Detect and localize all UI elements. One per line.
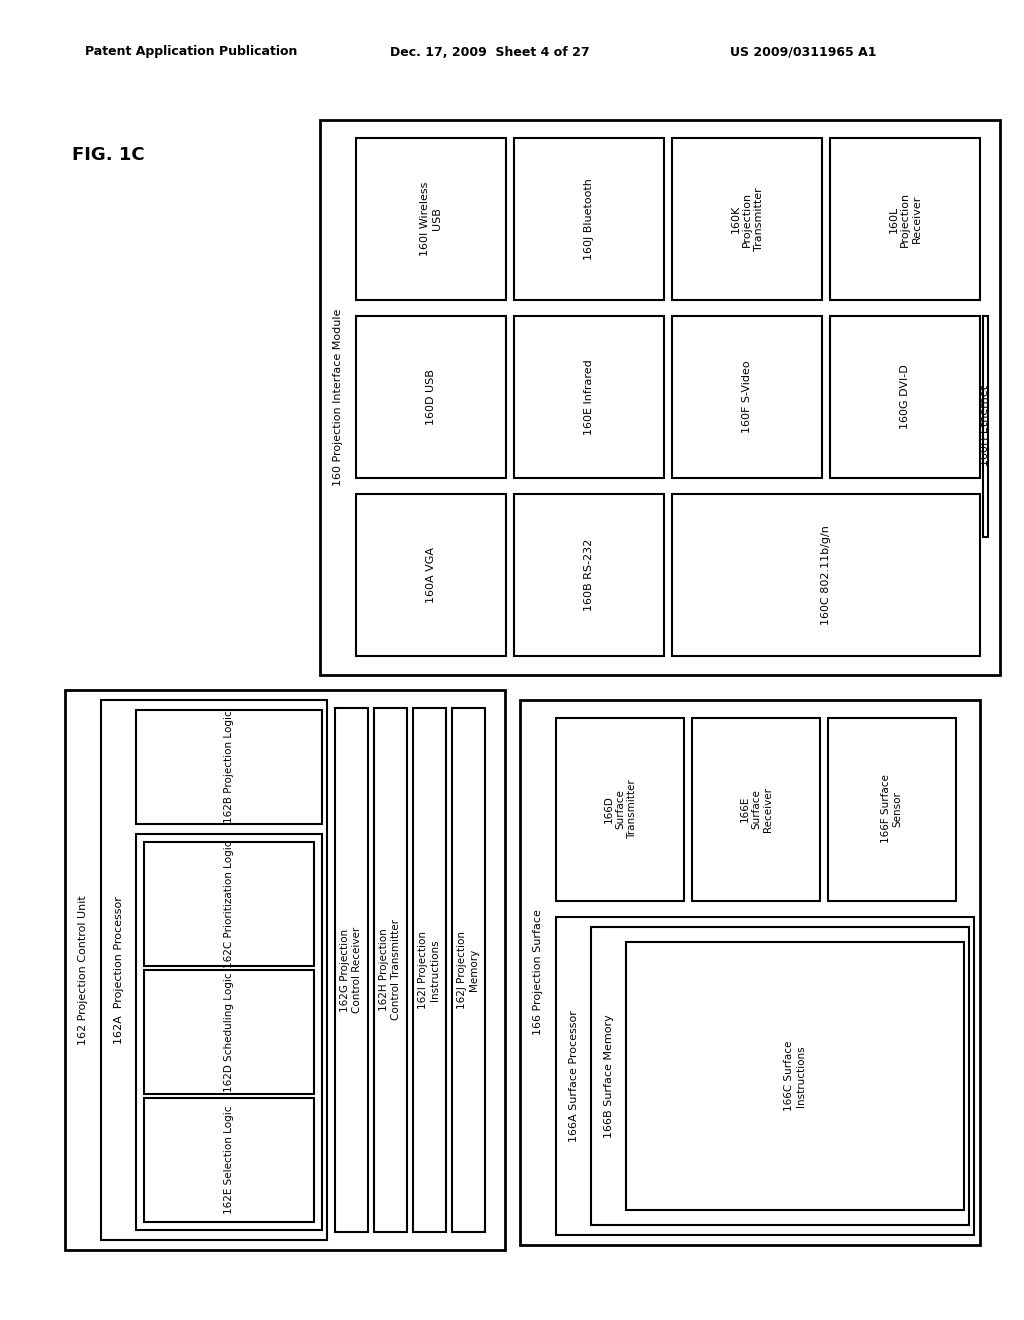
Bar [830,139,980,300]
Bar [335,708,368,1232]
Bar [830,315,980,478]
Text: Patent Application Publication: Patent Application Publication [85,45,297,58]
Bar [672,494,980,656]
Text: 166D
Surface
Transmitter: 166D Surface Transmitter [603,779,637,840]
Text: 166 Projection Surface: 166 Projection Surface [534,909,543,1035]
Text: 162C Prioritization Logic: 162C Prioritization Logic [224,841,234,968]
Bar [514,139,664,300]
Text: 162I Projection
Instructions: 162I Projection Instructions [418,931,439,1008]
Text: 160J Bluetooth: 160J Bluetooth [584,178,594,260]
Bar [356,139,506,300]
Text: 160L
Projection
Receiver: 160L Projection Receiver [889,191,922,247]
Bar [144,842,314,966]
Text: 160C 802.11b/g/n: 160C 802.11b/g/n [821,525,831,624]
Text: 160B RS-232: 160B RS-232 [584,539,594,611]
Text: 160I Wireless
USB: 160I Wireless USB [420,182,441,256]
Text: 160E Infrared: 160E Infrared [584,359,594,434]
Bar [144,970,314,1094]
Bar [356,315,506,478]
Bar [672,139,822,300]
Text: 160 Projection Interface Module: 160 Projection Interface Module [333,309,343,486]
Bar [556,917,974,1236]
Text: 162D Scheduling Logic: 162D Scheduling Logic [224,973,234,1092]
Text: US 2009/0311965 A1: US 2009/0311965 A1 [730,45,877,58]
Text: 160H Ethernet: 160H Ethernet [980,385,990,466]
Bar [452,708,485,1232]
Text: 160A VGA: 160A VGA [426,546,436,603]
Text: 166A Surface Processor: 166A Surface Processor [569,1010,579,1142]
Bar [319,120,1000,675]
Text: 162E Selection Logic: 162E Selection Logic [224,1106,234,1214]
Bar [514,494,664,656]
Bar [136,834,322,1230]
Bar [144,1098,314,1222]
Bar [356,494,506,656]
Text: 166F Surface
Sensor: 166F Surface Sensor [882,775,903,843]
Bar [983,315,988,537]
Text: 162 Projection Control Unit: 162 Projection Control Unit [78,895,88,1045]
Bar [591,927,969,1225]
Bar [828,718,956,902]
Bar [692,718,820,902]
Text: 160F S-Video: 160F S-Video [742,360,752,433]
Bar [374,708,407,1232]
Text: 162A  Projection Processor: 162A Projection Processor [114,896,124,1044]
Bar [65,690,505,1250]
Bar [672,315,822,478]
Text: 160G DVI-D: 160G DVI-D [900,364,910,429]
Text: FIG. 1C: FIG. 1C [72,147,144,164]
Text: Dec. 17, 2009  Sheet 4 of 27: Dec. 17, 2009 Sheet 4 of 27 [390,45,590,58]
Bar [413,708,446,1232]
Text: 162H Projection
Control Transmitter: 162H Projection Control Transmitter [379,920,400,1020]
Text: 160D USB: 160D USB [426,370,436,425]
Bar [556,718,684,902]
Bar [101,700,327,1239]
Text: 166B Surface Memory: 166B Surface Memory [604,1014,614,1138]
Text: 162G Projection
Control Receiver: 162G Projection Control Receiver [340,927,361,1014]
Bar [520,700,980,1245]
Bar [626,942,964,1210]
Text: 166C Surface
Instructions: 166C Surface Instructions [784,1040,806,1111]
Text: 162B Projection Logic: 162B Projection Logic [224,710,234,824]
Text: 166E
Surface
Receiver: 166E Surface Receiver [739,787,772,832]
Text: 160K
Projection
Transmitter: 160K Projection Transmitter [730,187,764,251]
Bar [136,710,322,824]
Bar [514,315,664,478]
Text: 162J Projection
Memory: 162J Projection Memory [457,931,479,1008]
